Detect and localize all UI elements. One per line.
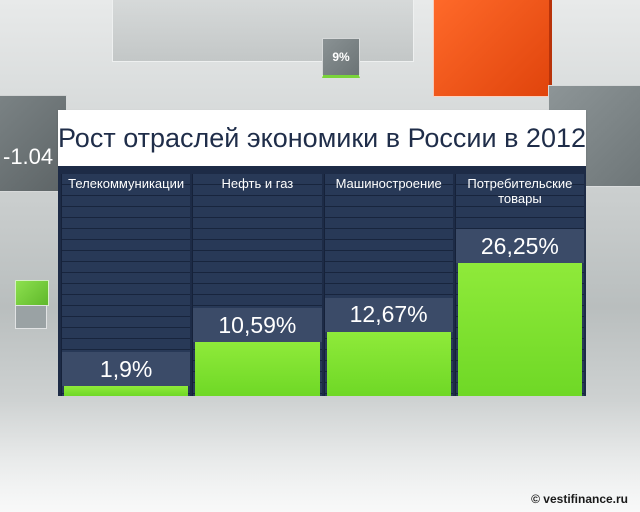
chart-panel: Телекоммуникации 1,9% Нефть и газ 10,59% Маш…: [58, 166, 586, 396]
background-box-small: 9%: [322, 38, 360, 78]
background-box-left-text: -1.04: [3, 144, 54, 169]
chart-column: Телекоммуникации 1,9%: [61, 174, 191, 396]
category-label: Телекоммуникации: [68, 176, 185, 191]
background-box-orange: [433, 0, 552, 97]
chart-title-bar: Рост отраслей экономики в России в 2012: [58, 110, 586, 166]
data-label: 12,67%: [324, 297, 453, 332]
data-label: 10,59%: [193, 308, 322, 343]
chart-column: Машиностроение 12,67%: [323, 174, 453, 396]
background-box-grey-small: [15, 305, 47, 329]
category-label: Машиностроение: [335, 176, 442, 191]
bar: [195, 342, 320, 396]
floor-glow: [0, 400, 640, 512]
data-label: 1,9%: [62, 352, 191, 387]
background-box-green: [15, 280, 49, 306]
background-box-top: [112, 0, 414, 62]
bar: [326, 331, 451, 396]
data-label: 26,25%: [455, 229, 584, 264]
background-box-left: -1.04: [0, 95, 67, 192]
category-label: Потребительские товары: [467, 176, 573, 206]
chart-column: Нефть и газ 10,59%: [192, 174, 322, 396]
bar: [64, 386, 189, 396]
bar: [457, 263, 582, 396]
chart-column: Потребительские товары 26,25%: [454, 174, 584, 396]
chart-title: Рост отраслей экономики в России в 2012: [57, 122, 587, 153]
category-label: Нефть и газ: [221, 176, 294, 191]
watermark: © vestifinance.ru: [531, 492, 628, 506]
